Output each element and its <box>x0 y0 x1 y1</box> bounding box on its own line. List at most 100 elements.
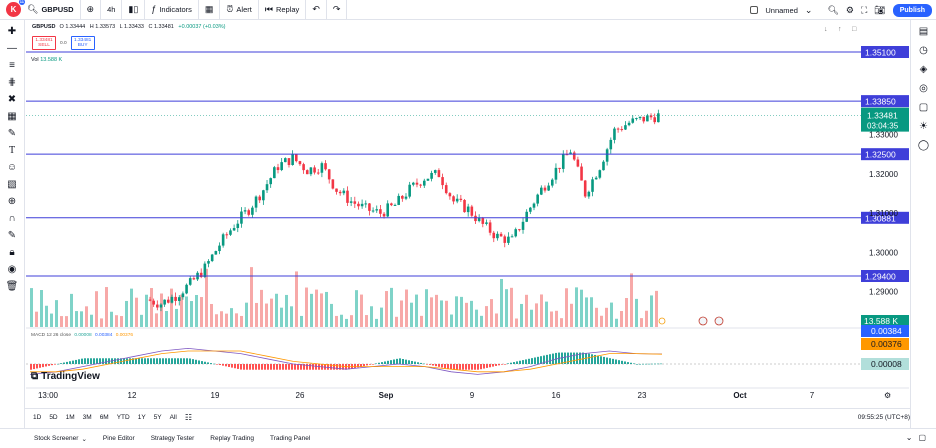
macd-histogram-bar <box>72 360 74 364</box>
emoji-icon[interactable]: ☺ <box>6 161 18 173</box>
range-ytd[interactable]: YTD <box>116 414 130 421</box>
range-all[interactable]: All <box>169 414 177 421</box>
volume-bar <box>470 300 473 327</box>
volume-bar <box>635 298 638 327</box>
range-3m[interactable]: 3M <box>82 414 92 421</box>
alerts-clock-icon[interactable]: ◷ <box>919 44 928 56</box>
range-1m[interactable]: 1M <box>65 414 75 421</box>
goto-date-icon[interactable]: ☷ <box>184 413 193 422</box>
range-6m[interactable]: 6M <box>99 414 109 421</box>
macd-histogram-bar <box>285 364 287 370</box>
candle-body <box>210 254 214 262</box>
volume-bar <box>460 296 463 327</box>
candle-body <box>401 195 404 199</box>
compare-button[interactable]: ⊕ <box>81 0 102 20</box>
chart-type-button[interactable]: ▮▯ <box>122 0 146 20</box>
fullscreen-icon[interactable]: ⛶ <box>860 4 868 15</box>
clock-time[interactable]: 09:55:25 (UTC+8) <box>857 414 910 421</box>
collapse-icon[interactable]: ⌄ <box>905 433 913 442</box>
candle-body <box>598 170 602 178</box>
candle-body <box>627 122 631 126</box>
macd-histogram-bar <box>78 359 80 364</box>
layout-checkbox-icon[interactable] <box>750 6 759 14</box>
quick-search-icon[interactable]: 🔍︎ <box>827 4 839 15</box>
magnet-icon[interactable]: ∩ <box>8 212 16 224</box>
candle-body <box>294 154 298 162</box>
volume-label: Vol <box>31 57 39 63</box>
macd-histogram-bar <box>207 362 209 364</box>
ideas-icon[interactable]: ☀ <box>919 120 928 132</box>
volume-bar <box>495 313 498 327</box>
hotlist-icon[interactable]: ◎ <box>919 82 928 94</box>
volume-bar <box>75 311 78 327</box>
eye-icon[interactable]: ◉ <box>7 263 17 275</box>
pitchfork-icon[interactable]: ⋕ <box>7 76 17 88</box>
buy-button[interactable]: 1.33481 BUY <box>70 36 95 50</box>
macd-histogram-bar <box>456 364 458 370</box>
camera-icon[interactable]: 📷︎ <box>874 4 886 15</box>
publish-button[interactable]: Publish <box>892 3 932 17</box>
indicators-button[interactable]: ƒ Indicators <box>145 0 199 20</box>
layout-name[interactable]: Unnamed <box>765 5 798 15</box>
macd-histogram-bar <box>519 360 521 364</box>
tab-pine-editor[interactable]: Pine Editor <box>103 435 135 442</box>
range-5d[interactable]: 5D <box>49 414 58 421</box>
maximize-icon[interactable]: ▢ <box>918 433 926 442</box>
volume-bar <box>365 315 368 327</box>
brush-icon[interactable]: ✎ <box>7 127 17 139</box>
watchlist-icon[interactable]: ▤ <box>918 25 929 37</box>
symbol-search-button[interactable]: 🔍︎ GBPUSD <box>21 0 81 20</box>
alert-button[interactable]: ⏰︎ Alert <box>220 0 259 20</box>
macd-histogram-bar <box>510 362 512 364</box>
y-tick-label: 1.29000 <box>869 288 898 297</box>
stay-drawing-icon[interactable]: ✎ <box>7 229 17 241</box>
candle-body <box>587 191 591 197</box>
candle-body <box>185 284 188 294</box>
tab-trading-panel[interactable]: Trading Panel <box>270 435 310 442</box>
ruler-icon[interactable]: ▧ <box>7 178 17 190</box>
projection-icon[interactable]: ▦ <box>7 110 17 122</box>
volume-bar <box>640 318 643 327</box>
replay-button[interactable]: ⏮︎ Replay <box>259 0 307 20</box>
layers-icon[interactable]: ◈ <box>919 63 928 75</box>
tradingview-logo[interactable]: ⧉ TradingView <box>31 371 100 382</box>
chevron-down-icon[interactable]: ⌄ <box>804 4 813 15</box>
news-icon[interactable]: ▢ <box>918 101 929 113</box>
trash-icon[interactable]: 🗑︎ <box>5 280 19 292</box>
candle-body <box>166 299 170 303</box>
text-icon[interactable]: T <box>8 144 16 156</box>
lock-icon[interactable]: 🔒︎ <box>9 246 15 258</box>
macd-histogram-bar <box>471 364 473 370</box>
tab-replay-trading[interactable]: Replay Trading <box>210 435 254 442</box>
macd-histogram-bar <box>480 364 482 370</box>
undo-button[interactable]: ↶ <box>306 0 327 20</box>
templates-button[interactable]: ▦ <box>199 0 221 20</box>
tv-logo-icon: ⧉ <box>31 371 39 382</box>
range-1d[interactable]: 1D <box>33 414 42 421</box>
sell-button[interactable]: 1.33481 SELL <box>32 36 56 50</box>
user-avatar[interactable]: K 11 <box>6 0 25 17</box>
trend-line-icon[interactable]: ― <box>7 42 17 54</box>
interval-button[interactable]: 4h <box>101 0 123 20</box>
settings-icon[interactable]: ⚙ <box>845 4 854 15</box>
volume-bar <box>530 309 533 327</box>
range-5y[interactable]: 5Y <box>153 414 162 421</box>
macd-histogram-bar <box>339 364 341 370</box>
tab-strategy-tester[interactable]: Strategy Tester <box>151 435 195 442</box>
chat-icon[interactable]: ◯ <box>917 139 930 151</box>
pattern-icon[interactable]: ✖ <box>7 93 17 105</box>
horizontal-lines-icon[interactable]: ≡ <box>9 59 15 71</box>
crosshair-icon[interactable]: ✚ <box>7 25 17 37</box>
candle-body <box>631 118 635 123</box>
candle-body <box>613 128 616 140</box>
macd-axis-bg <box>861 325 909 337</box>
redo-button[interactable]: ↷ <box>327 0 348 20</box>
zoom-in-icon[interactable]: ⊕ <box>7 195 17 207</box>
range-1y[interactable]: 1Y <box>137 414 146 421</box>
macd-histogram-bar <box>651 363 653 365</box>
tab-stock-screener[interactable]: Stock Screener ⌄ <box>34 435 87 443</box>
macd-histogram-bar <box>420 362 422 364</box>
candle-body <box>620 129 624 131</box>
